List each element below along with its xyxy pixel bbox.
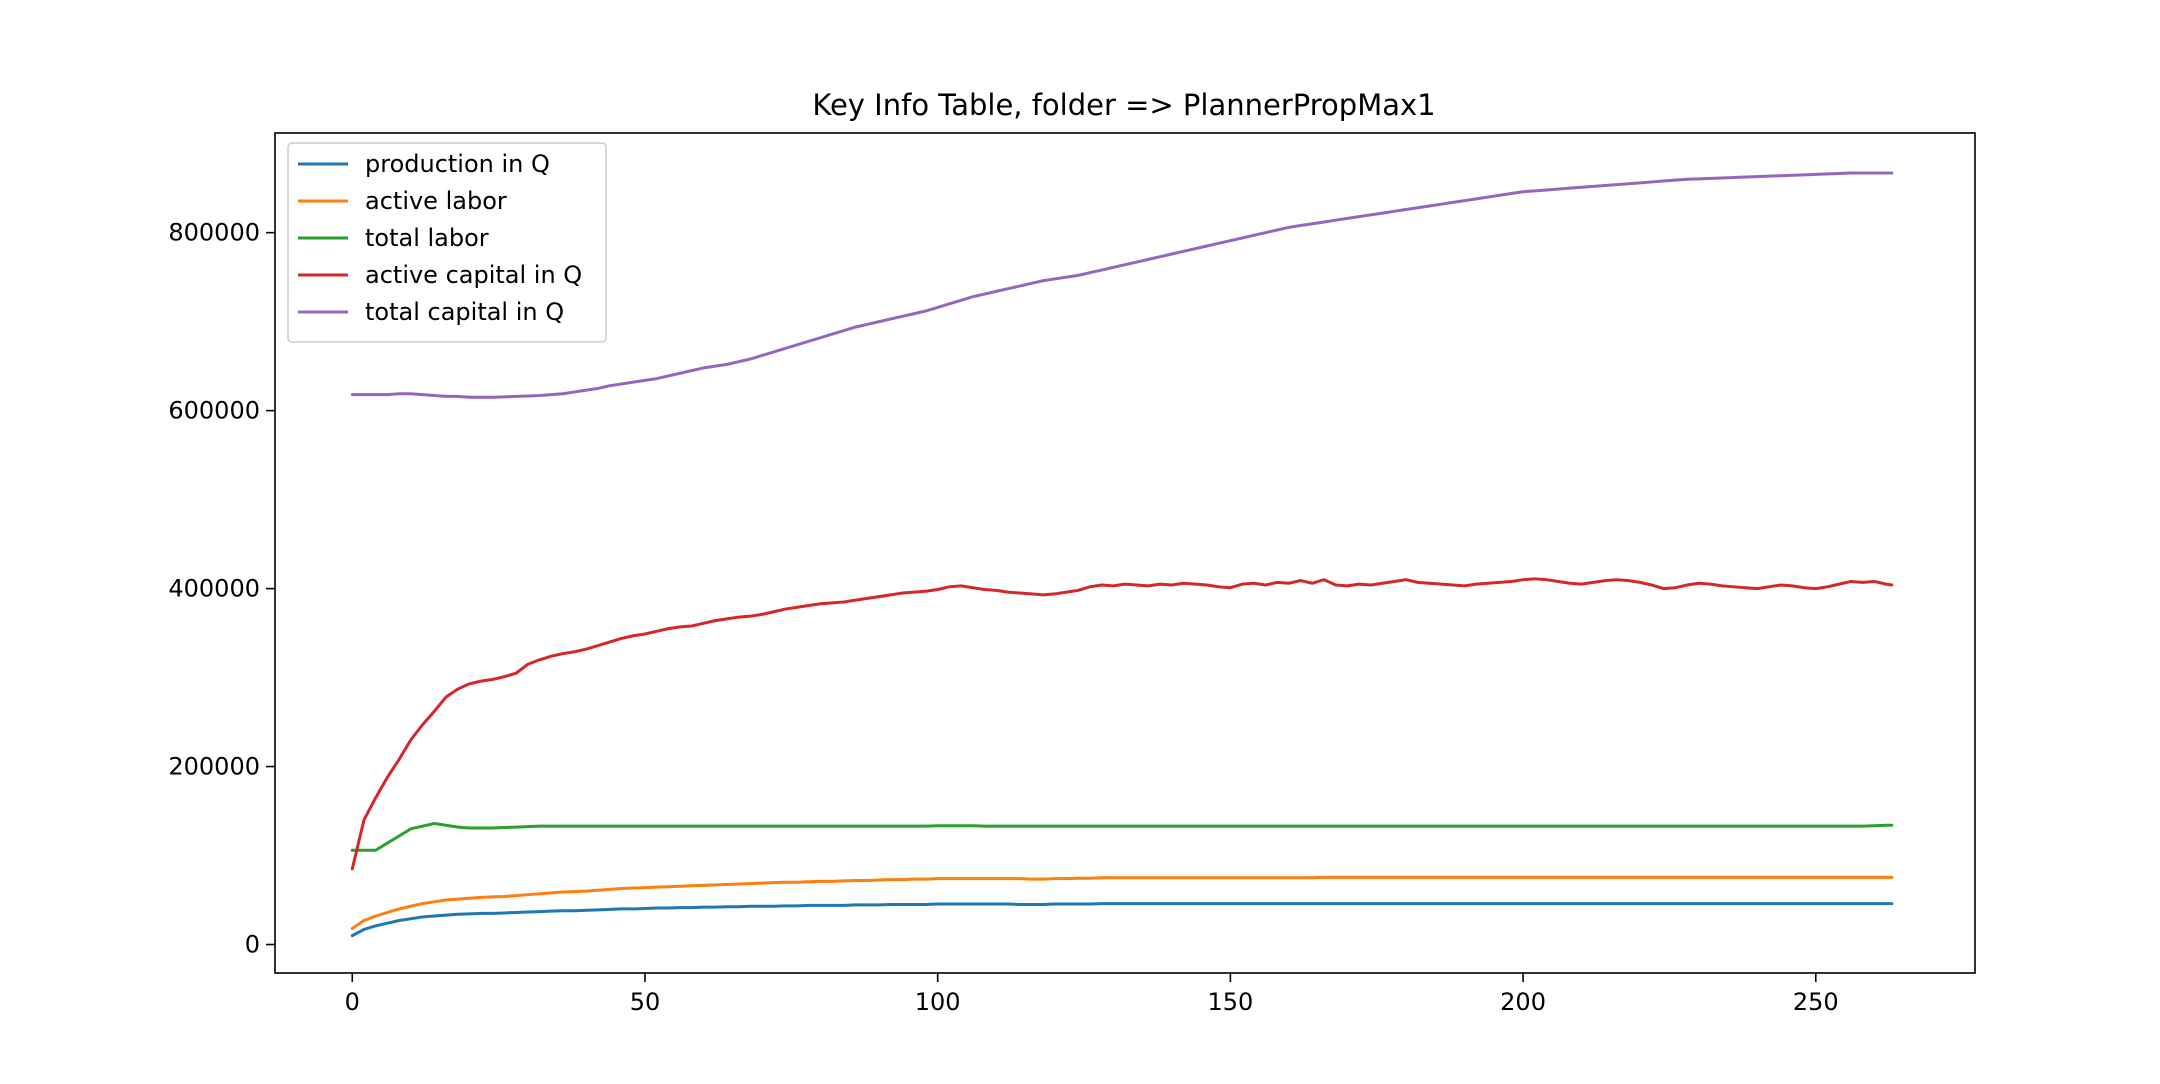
y-tick-label: 200000 <box>168 753 260 781</box>
legend-label-0: production in Q <box>365 150 550 178</box>
x-tick-label: 100 <box>915 988 961 1016</box>
axes: 0 50 100 150 200 250 0 200000 400000 600000 800000 <box>168 219 1838 1016</box>
series-line-3 <box>350 577 1894 871</box>
y-tick-label: 400000 <box>168 575 260 603</box>
x-tick-label: 200 <box>1500 988 1546 1016</box>
x-tick-label: 50 <box>630 988 661 1016</box>
legend: production in Q active labor total labor ac… <box>287 142 607 343</box>
series-line-1 <box>350 875 1894 931</box>
legend-box <box>287 142 607 343</box>
plot-area <box>350 171 1894 938</box>
x-tick-label: 250 <box>1793 988 1839 1016</box>
legend-label-3: active capital in Q <box>365 261 582 289</box>
series-line-2 <box>350 822 1894 852</box>
legend-label-2: total labor <box>365 224 489 252</box>
chart-title: Key Info Table, folder => PlannerPropMax… <box>812 88 1435 122</box>
y-tick-label: 600000 <box>168 397 260 425</box>
series-line-4 <box>350 171 1894 399</box>
legend-label-1: active labor <box>365 187 507 215</box>
plot-frame <box>274 132 1976 974</box>
y-tick-label: 800000 <box>168 219 260 247</box>
series-line-0 <box>350 902 1894 938</box>
y-tick-label: 0 <box>245 931 260 959</box>
legend-label-4: total capital in Q <box>365 298 564 326</box>
x-tick-label: 0 <box>345 988 360 1016</box>
x-tick-label: 150 <box>1207 988 1253 1016</box>
